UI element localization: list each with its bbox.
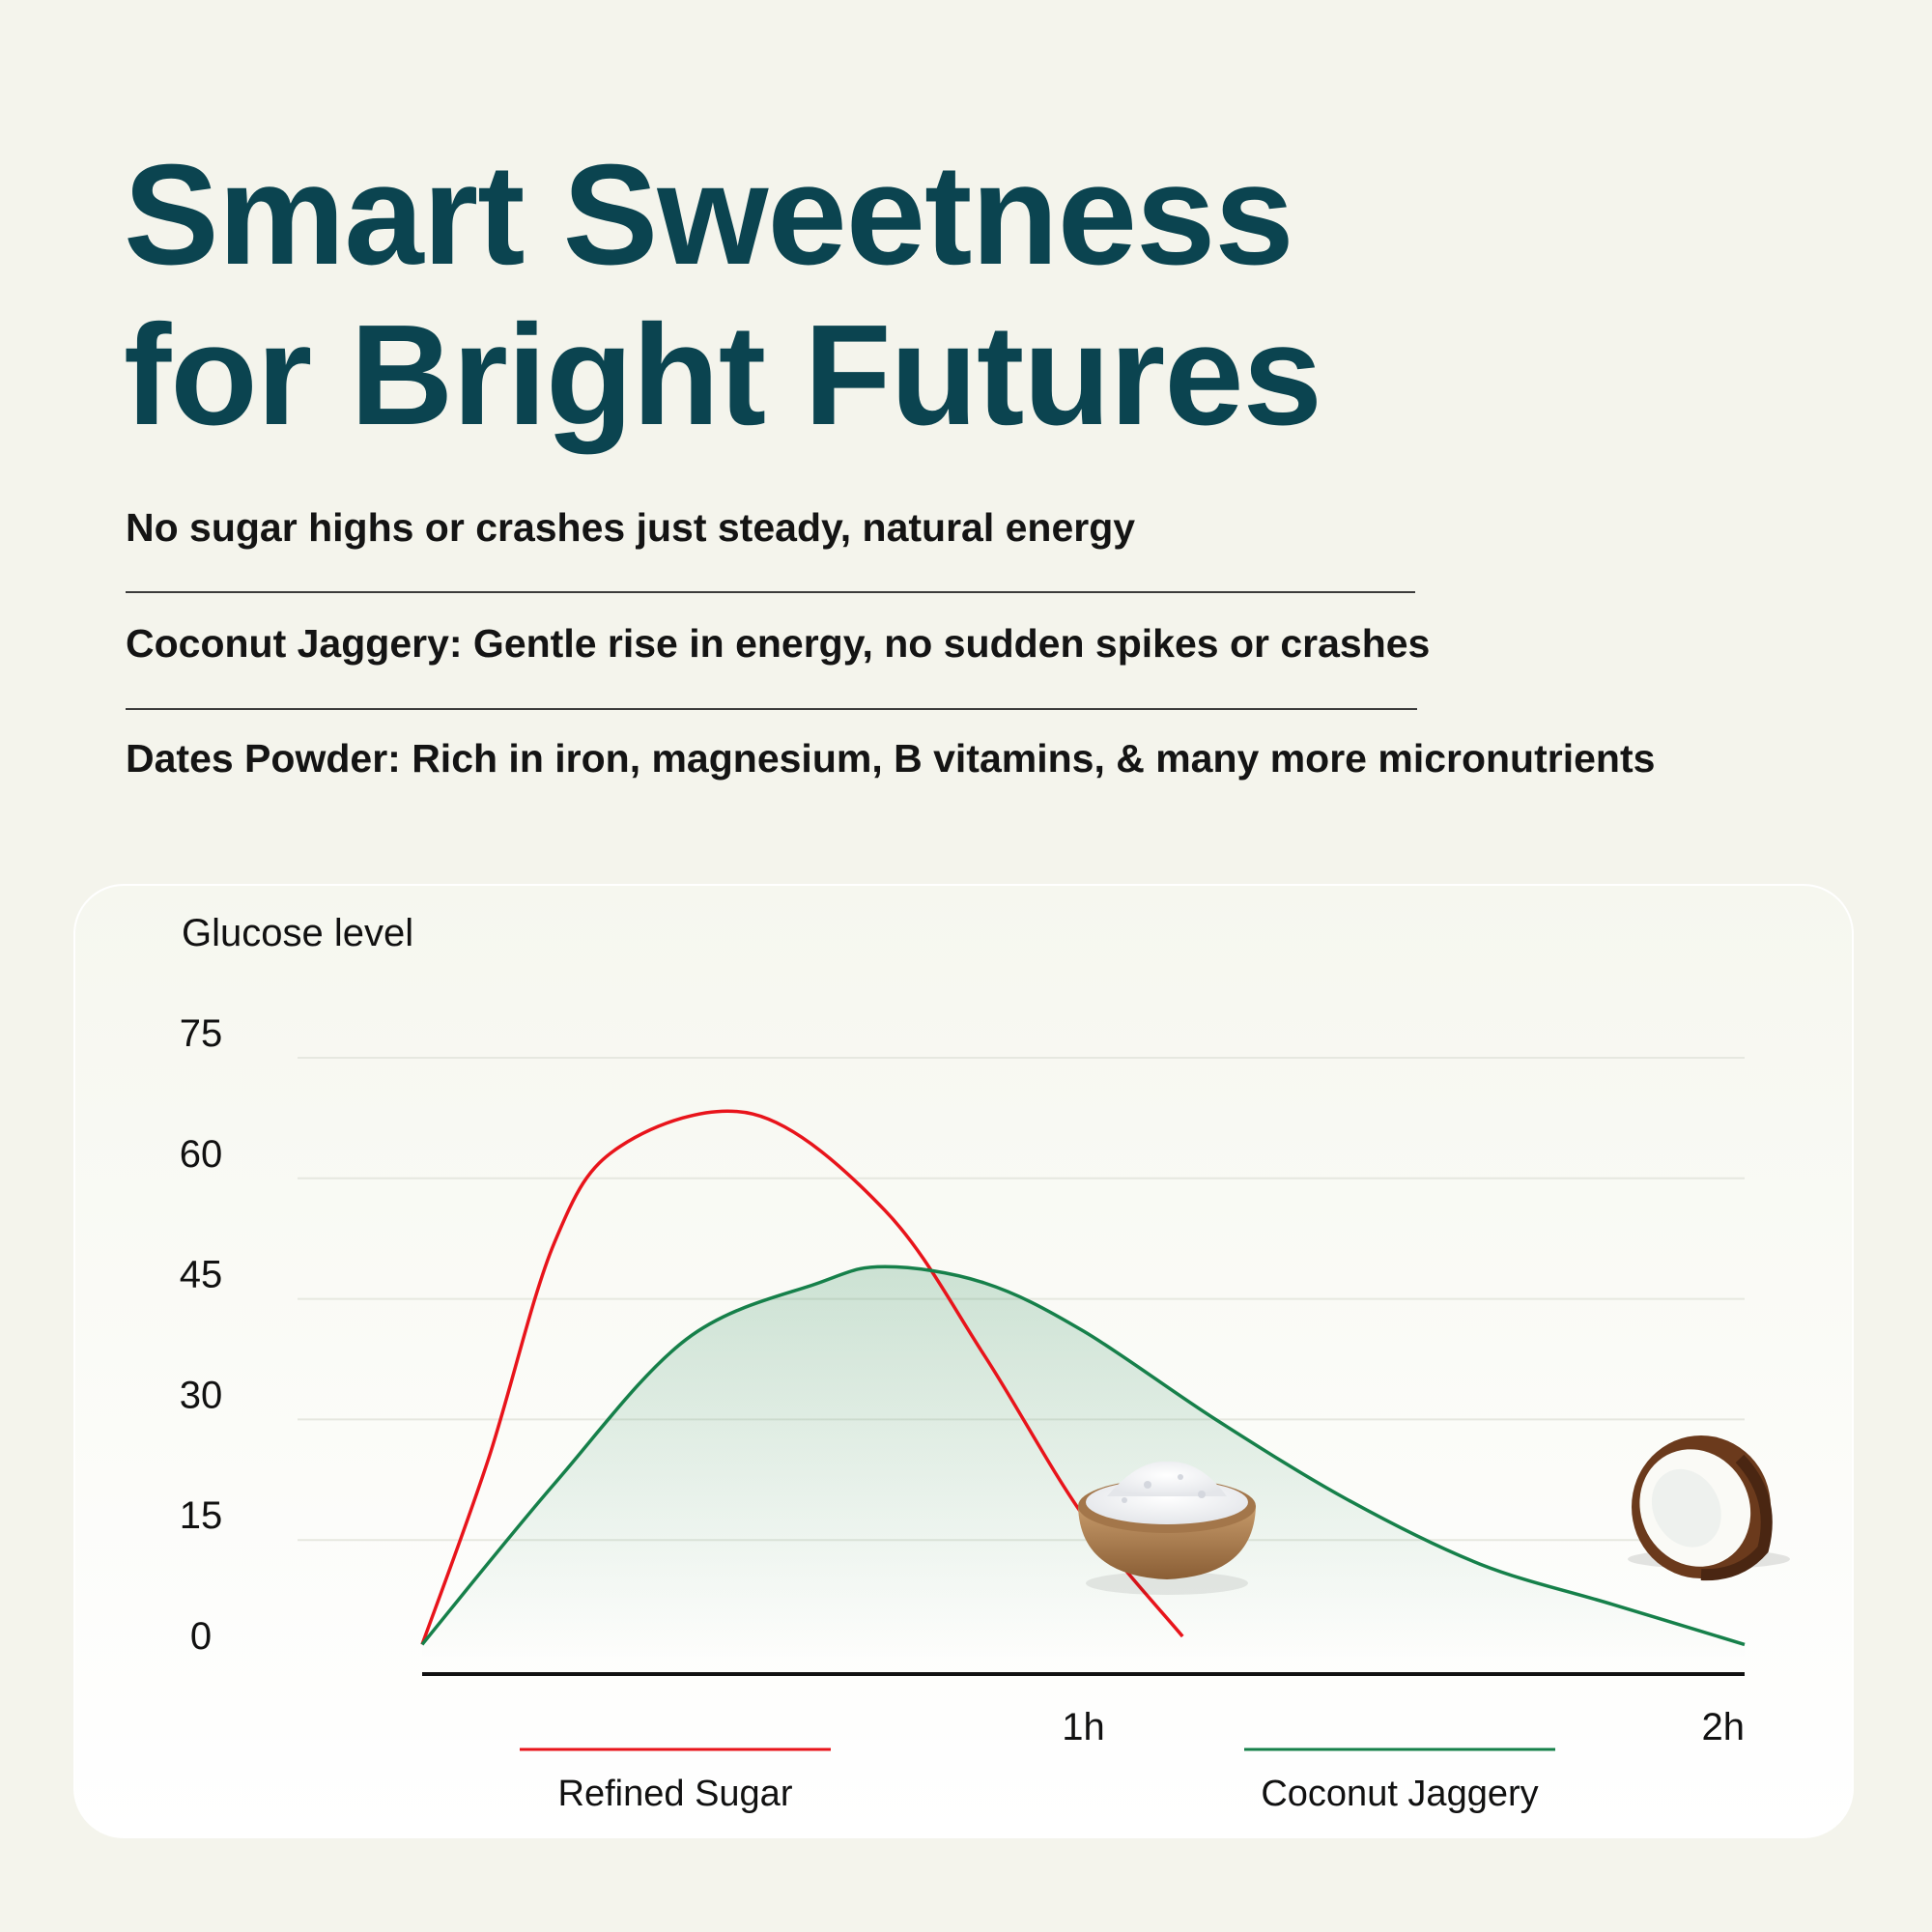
benefit-text-2: Coconut Jaggery: Gentle rise in energy, …: [126, 621, 1431, 666]
legend-label-1: Coconut Jaggery: [1261, 1774, 1538, 1814]
page-title: Smart Sweetness for Bright Futures: [124, 135, 1322, 456]
legend-label-0: Refined Sugar: [558, 1774, 793, 1814]
y-tick-label: 75: [180, 1012, 223, 1055]
benefit-text-3: Dates Powder: Rich in iron, magnesium, B…: [126, 736, 1656, 781]
title-line-2: for Bright Futures: [124, 296, 1322, 455]
y-tick-label: 0: [190, 1615, 212, 1658]
x-tick-label: 2h: [1702, 1706, 1746, 1748]
title-line-1: Smart Sweetness: [124, 135, 1294, 295]
salt-bowl-icon: [1078, 1461, 1256, 1595]
series-line-0: [420, 1109, 1184, 1645]
y-tick-label: 15: [180, 1494, 223, 1537]
x-tick-label: 1h: [1062, 1706, 1105, 1748]
series-line-1: [420, 1264, 1746, 1647]
y-tick-label: 60: [180, 1133, 223, 1176]
benefit-text-1: No sugar highs or crashes just steady, n…: [126, 505, 1136, 550]
glucose-chart: Glucose level 75 60 45 30 15 0 1h 2h Refined S…: [180, 912, 1790, 1814]
y-axis-title: Glucose level: [182, 912, 413, 954]
divider-1: [126, 591, 1415, 593]
y-tick-label: 30: [180, 1374, 223, 1416]
coconut-icon: [1628, 1435, 1790, 1581]
chart-card: Glucose level 75 60 45 30 15 0 1h 2h Refined S…: [73, 884, 1854, 1838]
divider-2: [126, 708, 1417, 710]
y-tick-label: 45: [180, 1254, 223, 1296]
series-area-1: [422, 1266, 1745, 1661]
